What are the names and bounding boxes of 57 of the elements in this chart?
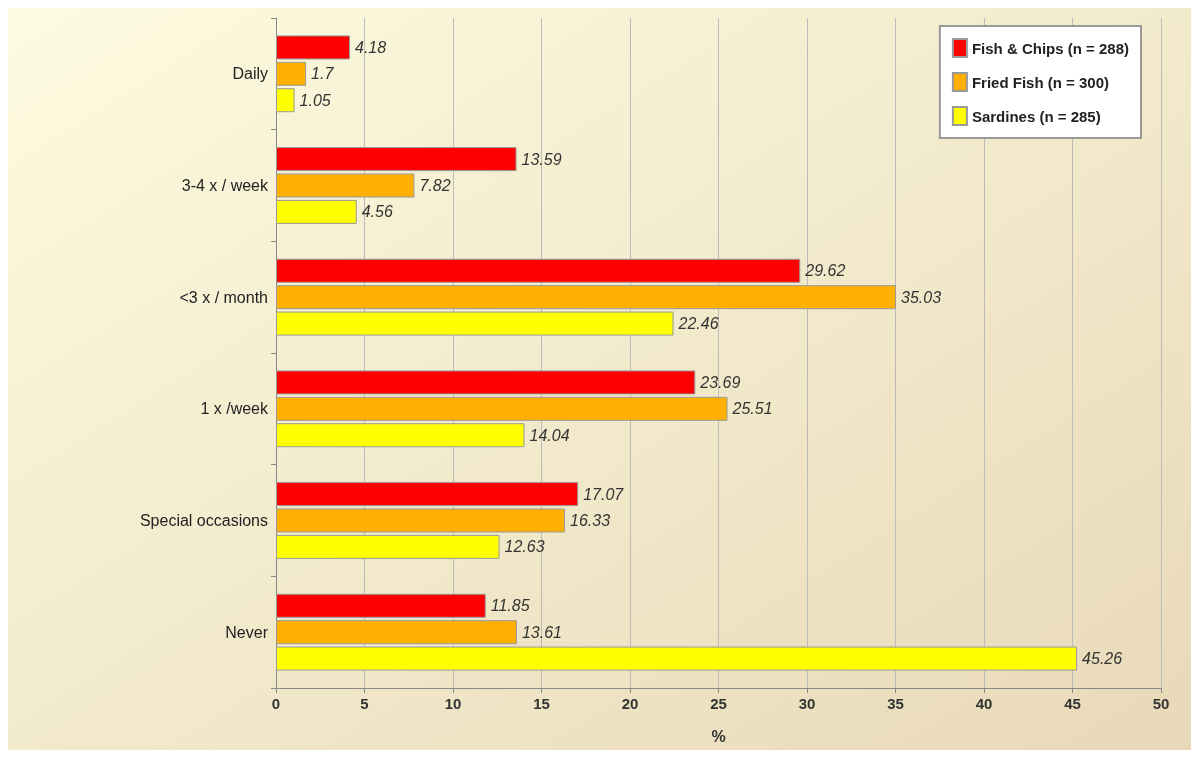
bar xyxy=(276,508,566,533)
bar xyxy=(276,88,295,113)
data-label: 23.69 xyxy=(699,373,741,391)
data-label: 11.85 xyxy=(490,597,530,615)
y-tick-label: <3 x / month xyxy=(179,288,268,306)
x-tick-label: 45 xyxy=(1064,695,1081,712)
y-tick-label: Never xyxy=(225,623,269,641)
bar xyxy=(276,173,415,198)
x-tick-label: 40 xyxy=(975,695,993,712)
bar xyxy=(276,423,525,448)
bar xyxy=(276,620,517,645)
bar xyxy=(276,396,728,421)
data-label: 22.46 xyxy=(677,315,719,333)
data-label: 4.56 xyxy=(361,203,393,221)
x-tick-label: 0 xyxy=(271,695,281,712)
x-tick-label: 20 xyxy=(621,695,639,712)
legend-label: Sardines (n = 285) xyxy=(971,107,1101,125)
x-tick-label: 5 xyxy=(360,695,369,712)
data-label: 4.18 xyxy=(354,38,387,56)
data-label: 13.59 xyxy=(521,150,562,168)
bar xyxy=(276,311,674,336)
data-label: 16.33 xyxy=(570,512,611,529)
x-tick-label: 35 xyxy=(887,695,904,712)
x-tick-label: 10 xyxy=(444,695,462,712)
legend-label: Fried Fish (n = 300) xyxy=(971,73,1110,91)
x-tick-label: 15 xyxy=(533,695,550,712)
y-tick-label: 3-4 x / week xyxy=(181,177,269,194)
data-label: 1.7 xyxy=(311,65,335,83)
data-label: 13.61 xyxy=(521,623,562,641)
data-label: 45.26 xyxy=(1082,650,1123,668)
y-tick-label: Special occasions xyxy=(139,512,268,529)
data-label: 25.51 xyxy=(731,400,773,418)
legend-label: Fish & Chips (n = 288) xyxy=(971,39,1130,57)
data-label: 14.04 xyxy=(529,426,570,444)
x-tick-label: 25 xyxy=(710,695,727,712)
y-tick-label: Daily xyxy=(232,65,268,83)
x-tick-label: 30 xyxy=(798,695,816,712)
bar xyxy=(276,646,1078,671)
bar xyxy=(276,285,897,310)
x-axis-title: % xyxy=(711,727,726,745)
bar xyxy=(276,147,517,172)
data-label: 7.82 xyxy=(419,177,451,194)
y-tick-label: 1 x /week xyxy=(200,400,269,418)
data-label: 1.05 xyxy=(299,91,331,109)
x-tick-label: 50 xyxy=(1152,695,1170,712)
data-label: 12.63 xyxy=(504,538,545,556)
bar xyxy=(276,370,696,395)
bar xyxy=(276,258,801,283)
data-label: 35.03 xyxy=(901,288,942,306)
bar xyxy=(276,482,579,507)
bar xyxy=(276,593,486,618)
data-label: 17.07 xyxy=(583,485,625,503)
bar xyxy=(276,61,307,86)
bar xyxy=(276,534,500,559)
data-label: 29.62 xyxy=(804,262,846,280)
bar xyxy=(276,199,357,224)
bar xyxy=(276,35,350,60)
